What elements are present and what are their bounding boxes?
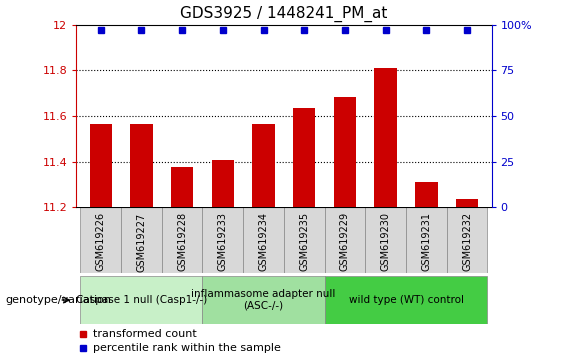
Bar xyxy=(325,276,488,324)
Bar xyxy=(243,207,284,273)
Bar xyxy=(366,207,406,273)
Text: genotype/variation: genotype/variation xyxy=(6,295,112,305)
Bar xyxy=(80,207,121,273)
Bar xyxy=(202,207,243,273)
Bar xyxy=(130,124,153,207)
Bar xyxy=(80,276,202,324)
Text: GSM619230: GSM619230 xyxy=(381,212,390,271)
Text: GSM619226: GSM619226 xyxy=(95,212,106,272)
Text: GSM619232: GSM619232 xyxy=(462,212,472,272)
Text: GSM619234: GSM619234 xyxy=(259,212,268,271)
Bar xyxy=(375,68,397,207)
Bar xyxy=(447,207,488,273)
Text: GSM619227: GSM619227 xyxy=(136,212,146,272)
Text: GSM619228: GSM619228 xyxy=(177,212,187,272)
Bar xyxy=(171,167,193,207)
Bar xyxy=(202,276,325,324)
Text: GSM619229: GSM619229 xyxy=(340,212,350,272)
Bar xyxy=(284,207,325,273)
Bar xyxy=(121,207,162,273)
Text: GSM619235: GSM619235 xyxy=(299,212,309,272)
Bar xyxy=(89,124,112,207)
Bar xyxy=(415,182,438,207)
Bar xyxy=(456,199,479,207)
Bar xyxy=(334,97,356,207)
Text: inflammasome adapter null
(ASC-/-): inflammasome adapter null (ASC-/-) xyxy=(192,289,336,311)
Text: percentile rank within the sample: percentile rank within the sample xyxy=(93,343,281,353)
Text: GSM619233: GSM619233 xyxy=(218,212,228,271)
Text: transformed count: transformed count xyxy=(93,329,197,339)
Text: GSM619231: GSM619231 xyxy=(421,212,432,271)
Bar xyxy=(293,108,315,207)
Text: Caspase 1 null (Casp1-/-): Caspase 1 null (Casp1-/-) xyxy=(76,295,207,305)
Title: GDS3925 / 1448241_PM_at: GDS3925 / 1448241_PM_at xyxy=(180,6,388,22)
Bar xyxy=(253,124,275,207)
Bar xyxy=(325,207,366,273)
Bar xyxy=(212,160,234,207)
Text: wild type (WT) control: wild type (WT) control xyxy=(349,295,463,305)
Bar xyxy=(406,207,447,273)
Bar xyxy=(162,207,202,273)
